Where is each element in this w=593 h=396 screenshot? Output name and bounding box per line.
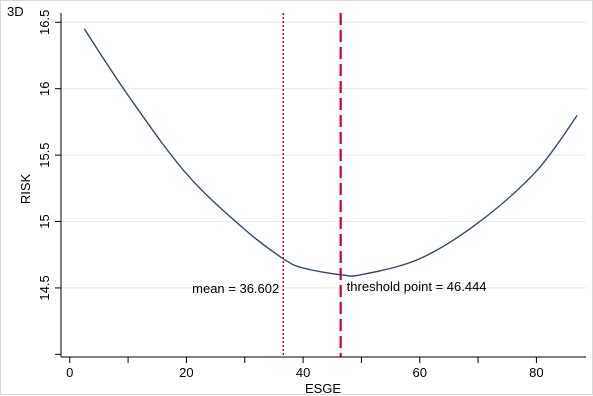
y-tick-label: 15 <box>37 214 52 228</box>
risk-curve-line <box>83 28 578 277</box>
reference-lines <box>282 13 342 357</box>
x-tick-label: 60 <box>413 365 427 380</box>
y-tick-label: 15.5 <box>37 142 52 167</box>
series-layer <box>83 28 578 277</box>
y-tick-label: 16.5 <box>37 10 52 35</box>
y-tick-label: 16 <box>37 81 52 95</box>
x-axis-title: ESGE <box>305 381 341 396</box>
x-tick-label: 80 <box>529 365 543 380</box>
axes <box>55 13 586 363</box>
y-axis-title: RISK <box>18 174 33 205</box>
panel-tag: 3D <box>7 4 24 19</box>
x-tick-label: 40 <box>296 365 310 380</box>
labels: 3D ESGE RISK 14.5 15 15.5 16 16.5 0 20 40 60 80 me… <box>7 4 544 396</box>
gridlines <box>61 21 586 289</box>
y-tick-label: 14.5 <box>37 275 52 300</box>
x-tick-label: 20 <box>179 365 193 380</box>
x-tick-label: 0 <box>66 365 73 380</box>
threshold-annotation: threshold point = 46.444 <box>347 279 487 294</box>
mean-annotation: mean = 36.602 <box>192 281 279 296</box>
